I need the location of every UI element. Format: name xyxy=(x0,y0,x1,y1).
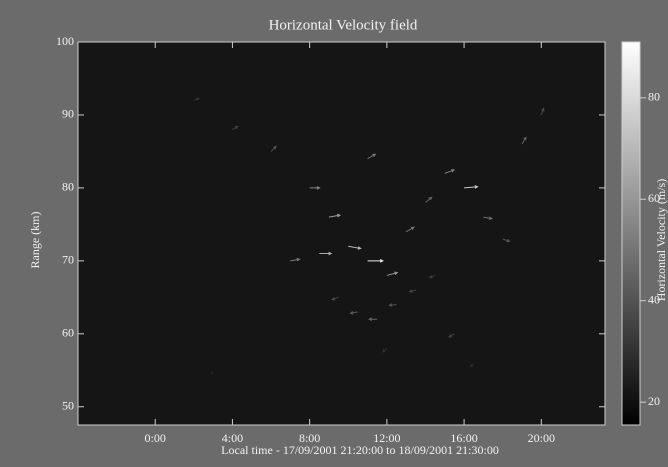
colorbar-tick-label: 40 xyxy=(648,292,660,306)
x-tick-label: 8:00 xyxy=(299,431,320,445)
chart-title: Horizontal Velocity field xyxy=(269,17,418,33)
colorbar-tick-label: 20 xyxy=(648,394,660,408)
x-tick-label: 12:00 xyxy=(373,431,400,445)
x-tick-label: 16:00 xyxy=(450,431,477,445)
colorbar-tick-label: 80 xyxy=(648,90,660,104)
x-tick-label: 20:00 xyxy=(528,431,555,445)
y-axis-label: Range (km) xyxy=(28,212,42,269)
y-tick-label: 90 xyxy=(62,107,74,121)
y-tick-label: 100 xyxy=(56,34,74,48)
y-tick-label: 80 xyxy=(62,180,74,194)
x-tick-label: 0:00 xyxy=(145,431,166,445)
chart: Horizontal Velocity field Local time - 1… xyxy=(0,0,668,467)
colorbar xyxy=(622,42,640,425)
page: {"chart_data": { "type": "quiver", "titl… xyxy=(0,0,668,467)
colorbar-tick-label: 60 xyxy=(648,191,660,205)
y-tick-label: 70 xyxy=(62,253,74,267)
x-tick-label: 4:00 xyxy=(222,431,243,445)
plot-area xyxy=(78,42,605,425)
y-tick-label: 60 xyxy=(62,326,74,340)
y-tick-label: 50 xyxy=(62,399,74,413)
x-axis-label: Local time - 17/09/2001 21:20:00 to 18/0… xyxy=(221,443,499,457)
